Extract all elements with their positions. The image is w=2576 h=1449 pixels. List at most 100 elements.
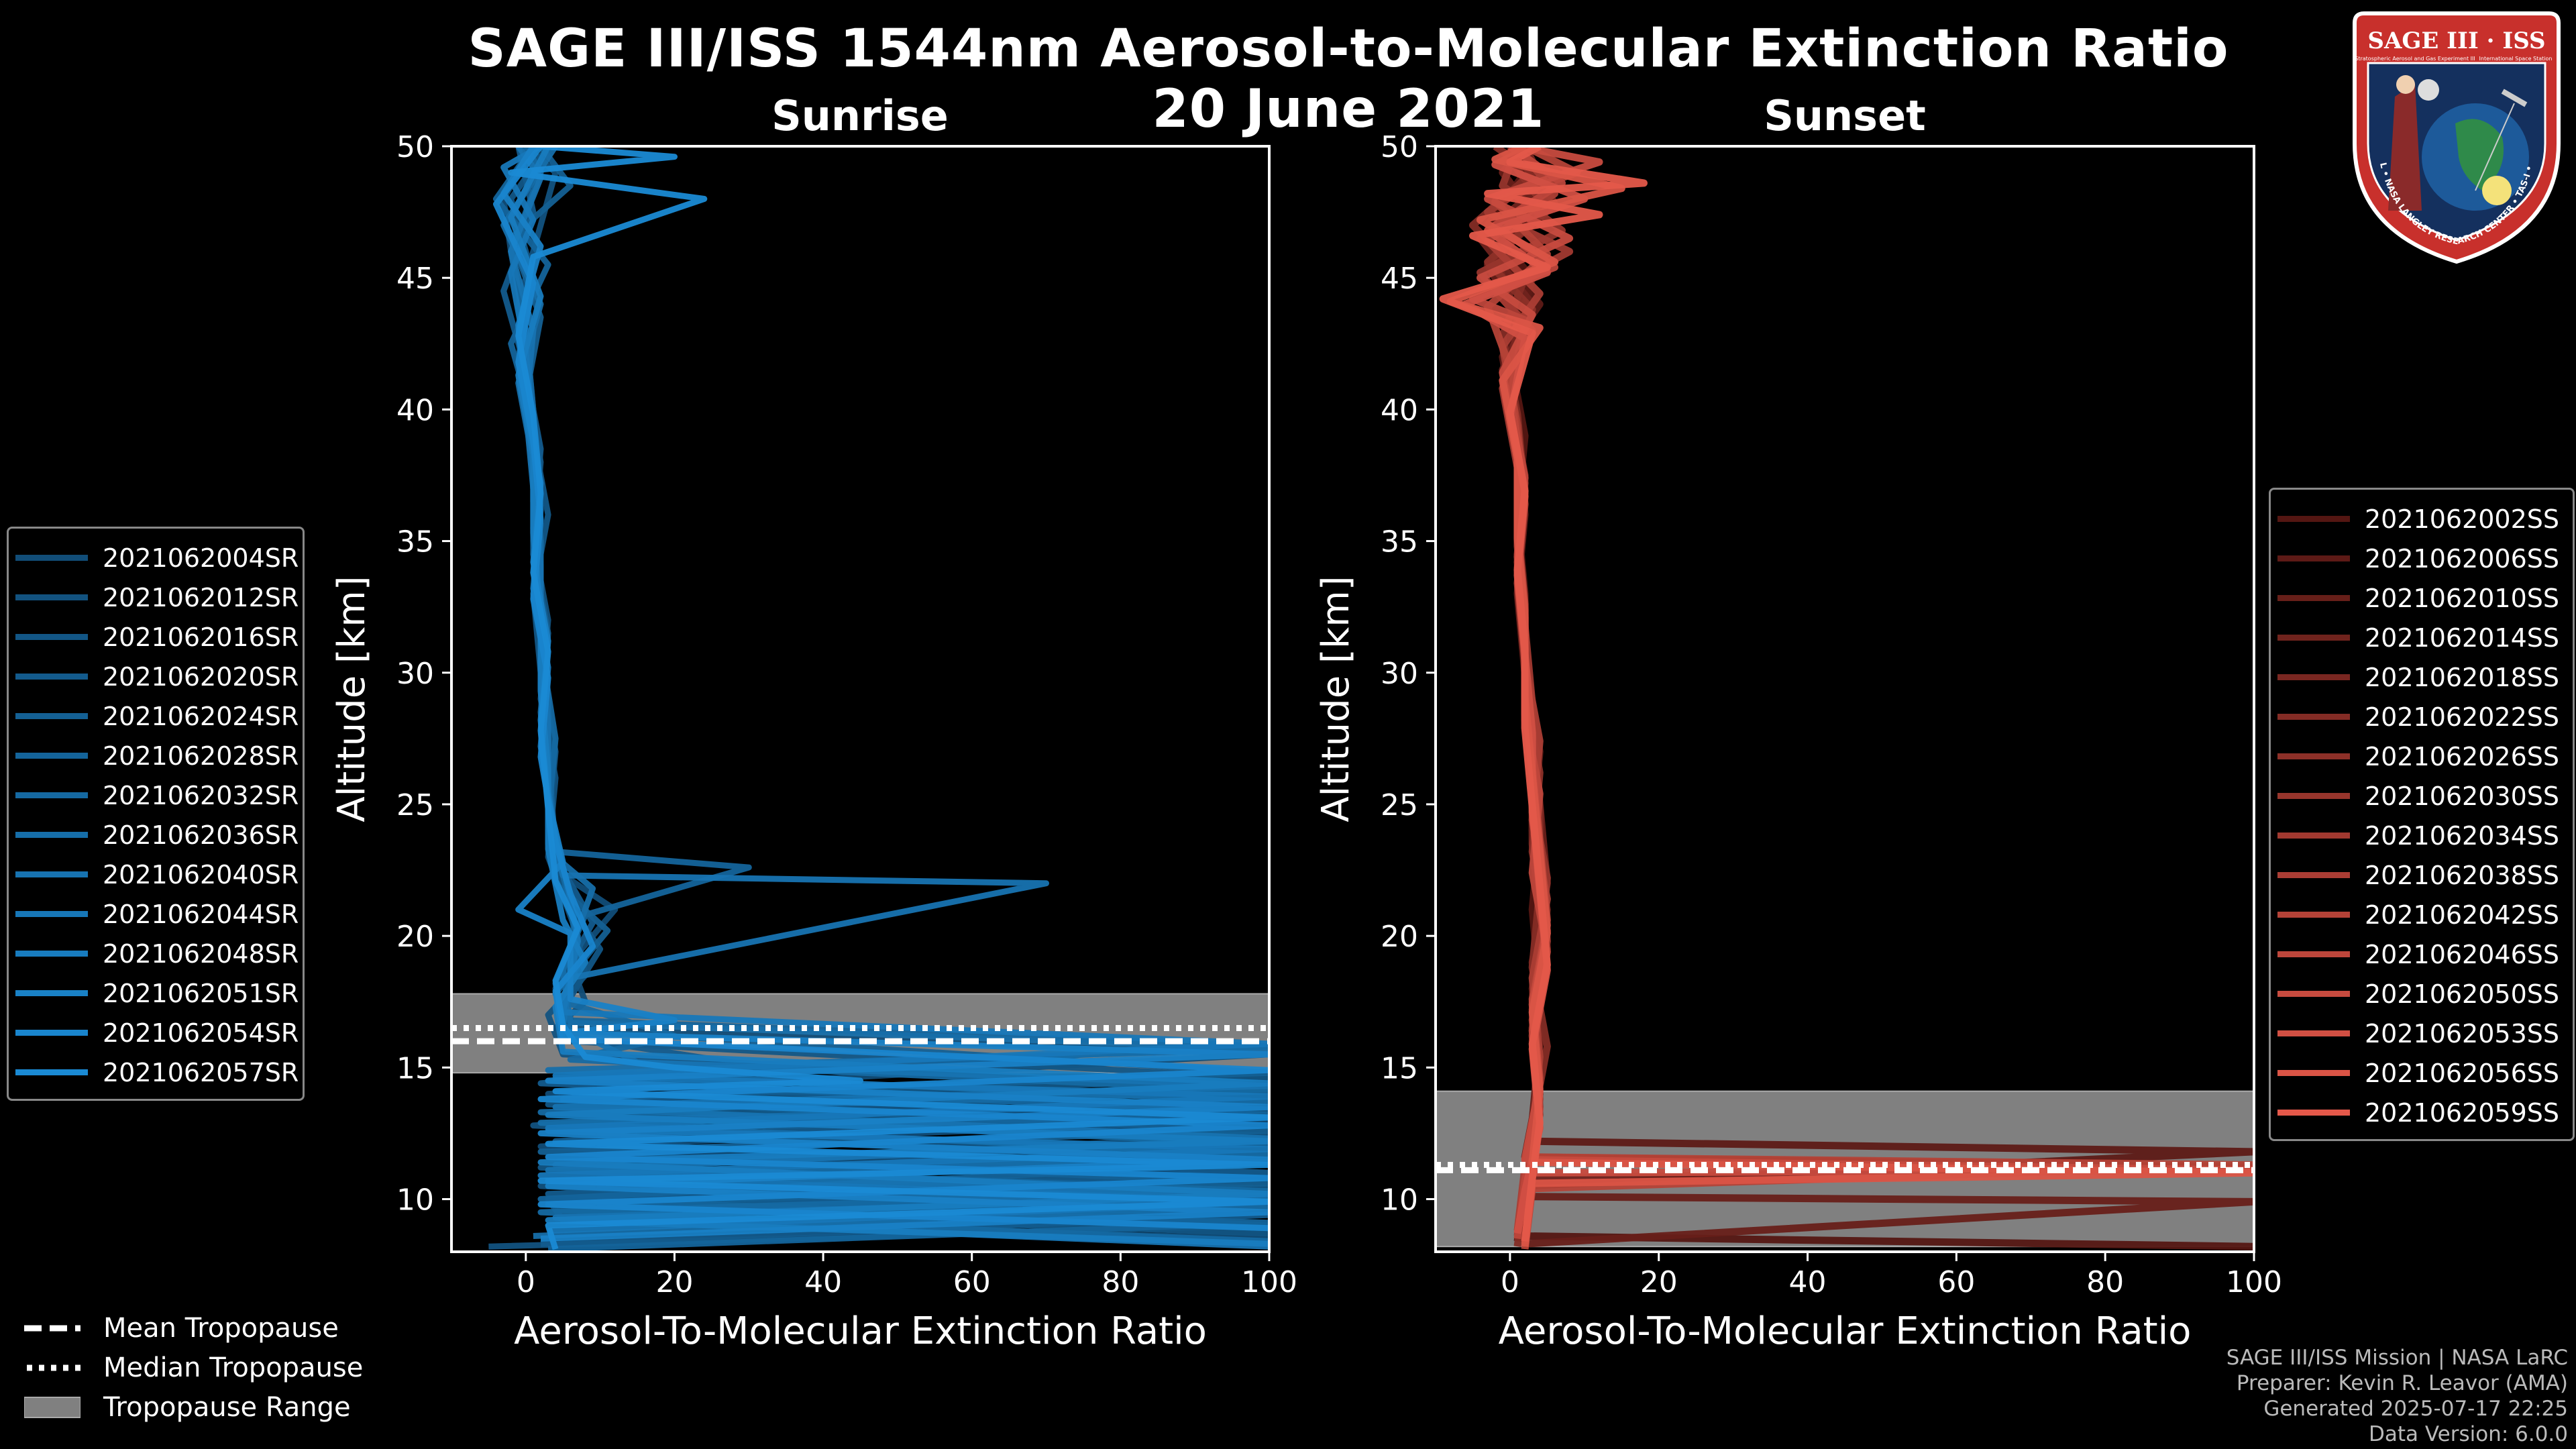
sunset-legend: 2021062002SS 2021062006SS 2021062010SS 2021… [2269,488,2575,1141]
sunset-ytick-label: 10 [1381,1183,1418,1218]
series-line-2021062010SS [1484,146,2254,1248]
sunrise-xtick-label: 40 [804,1265,842,1299]
legend-label: 2021062036SR [103,820,299,850]
legend-line-swatch [15,713,88,719]
legend-label: 2021062042SS [2365,900,2560,930]
chart-date: 20 June 2021 [1152,79,1545,140]
legend-line-swatch [15,832,88,838]
legend-line-swatch [2277,793,2350,799]
legend-item-2021062059SS: 2021062059SS [2277,1093,2566,1132]
credit-generated: Generated 2025-07-17 22:25 [2263,1397,2568,1421]
legend-line-swatch [15,951,88,957]
sunset-xtick-label: 60 [1937,1265,1975,1299]
legend-label: 2021062028SR [103,741,299,771]
sunrise-ytick-label: 15 [396,1051,434,1085]
legend-line-swatch [2277,516,2350,522]
logo-name: SAGE III · ISS [2367,28,2545,54]
sunrise-x-axis-label: Aerosol-To-Molecular Extinction Ratio [514,1309,1207,1353]
sunrise-ytick-label: 50 [396,130,434,164]
credits: SAGE III/ISS Mission | NASA LaRC Prepare… [2226,1345,2568,1447]
sunset-ytick-label: 15 [1381,1051,1418,1085]
legend-label: 2021062051SR [103,978,299,1008]
legend-item-2021062044SR: 2021062044SR [15,894,299,934]
legend-line-swatch [15,674,88,680]
legend-item-2021062040SR: 2021062040SR [15,855,299,894]
legend-item-2021062014SS: 2021062014SS [2277,618,2566,657]
sunset-xtick-label: 80 [2086,1265,2124,1299]
legend-line-swatch [2277,674,2350,680]
legend-item-2021062032SR: 2021062032SR [15,775,299,815]
legend-line-swatch [15,753,88,759]
legend-item-2021062036SR: 2021062036SR [15,815,299,855]
legend-line-swatch [15,634,88,640]
legend-label: 2021062022SS [2365,702,2560,732]
sunrise-legend: 2021062004SR 2021062012SR 2021062016SR 2021… [7,527,305,1101]
figure-icon [2388,83,2422,211]
legend-label: 2021062024SR [103,701,299,731]
legend-item-2021062004SR: 2021062004SR [15,538,299,578]
sunrise-xtick-label: 60 [953,1265,991,1299]
sunrise-ytick-label: 10 [396,1183,434,1218]
legend-label: 2021062030SS [2365,781,2560,811]
range-swatch [24,1396,80,1418]
sunset-ytick-label: 45 [1381,262,1418,296]
legend-line-swatch [2277,753,2350,759]
sunset-xtick-label: 0 [1501,1265,1519,1299]
legend-label: 2021062048SR [103,938,299,969]
sunrise-ytick-label: 40 [396,393,434,427]
tropopause-legend: Mean Tropopause Median Tropopause Tropop… [24,1308,363,1427]
legend-item-2021062038SS: 2021062038SS [2277,855,2566,895]
sage-iii-iss-logo: SAGE III · ISS Stratospheric Aerosol and… [2341,9,2561,264]
sunrise-ytick-label: 45 [396,262,434,296]
legend-label: 2021062059SS [2365,1097,2560,1128]
sunset-panel-title: Sunset [1764,91,1926,140]
legend-line-swatch [15,871,88,877]
legend-item-2021062018SS: 2021062018SS [2277,657,2566,697]
legend-label: 2021062012SR [103,582,299,612]
legend-line-swatch [15,990,88,996]
legend-label: 2021062050SS [2365,979,2560,1009]
sunset-frame [1434,145,2255,1253]
legend-item-2021062046SS: 2021062046SS [2277,934,2566,974]
sunrise-ytick-label: 30 [396,657,434,691]
legend-label: 2021062010SS [2365,583,2560,613]
legend-item-2021062026SS: 2021062026SS [2277,737,2566,776]
legend-item-2021062054SR: 2021062054SR [15,1013,299,1053]
dotted-line-swatch [27,1364,80,1371]
legend-item-2021062042SS: 2021062042SS [2277,895,2566,934]
sunrise-ytick-label: 35 [396,525,434,559]
series-line-2021062014SS [1477,146,2254,1234]
series-line-2021062056SS [1446,146,2254,1247]
logo-tagline-2: International Space Station [2479,56,2553,62]
legend-line-swatch [2277,714,2350,720]
series-line-2021062059SS [1439,146,1648,1242]
legend-line-swatch [2277,1030,2350,1036]
legend-label: 2021062038SS [2365,860,2560,890]
sunrise-xtick-label: 20 [655,1265,693,1299]
sunset-ytick-label: 20 [1381,920,1418,954]
legend-line-swatch [15,555,88,561]
legend-median-label: Median Tropopause [103,1352,364,1383]
legend-item-2021062053SS: 2021062053SS [2277,1014,2566,1053]
legend-label: 2021062014SS [2365,623,2560,653]
legend-label: 2021062004SR [103,543,299,573]
legend-line-swatch [2277,912,2350,918]
series-line-2021062050SS [1477,146,2254,1244]
sunset-ytick-label: 30 [1381,657,1418,691]
sunset-ytick-label: 25 [1381,788,1418,822]
legend-item-2021062024SR: 2021062024SR [15,696,299,736]
legend-label: 2021062016SR [103,622,299,652]
legend-item-2021062056SS: 2021062056SS [2277,1053,2566,1093]
legend-line-swatch [2277,872,2350,878]
dashed-line-swatch [24,1325,80,1331]
legend-line-swatch [15,911,88,917]
sunset-y-axis-label: Altitude [km] [1314,576,1358,822]
legend-item-2021062020SR: 2021062020SR [15,657,299,696]
credit-version: Data Version: 6.0.0 [2368,1422,2568,1446]
legend-item-2021062051SR: 2021062051SR [15,973,299,1013]
legend-mean-tropopause: Mean Tropopause [24,1308,363,1348]
sunset-series-group [1439,146,2254,1250]
legend-label: 2021062046SS [2365,939,2560,969]
legend-label: 2021062020SR [103,661,299,692]
